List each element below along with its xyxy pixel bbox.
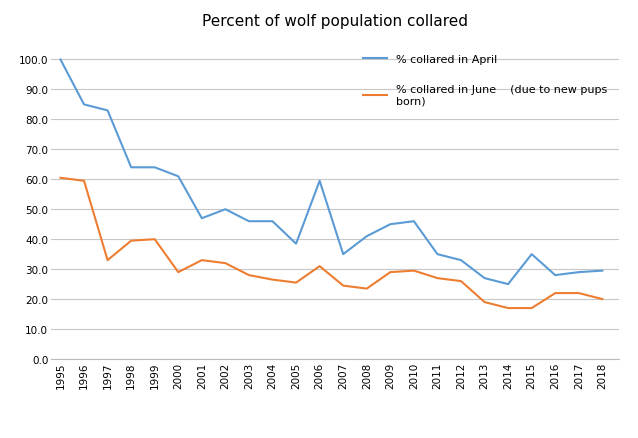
% collared in April [363, 234, 371, 239]
% collared in April [575, 270, 582, 275]
% collared in June    (due to new pups
born) [128, 239, 135, 244]
% collared in June    (due to new pups
born) [316, 264, 323, 269]
% collared in June    (due to new pups
born) [598, 297, 606, 302]
% collared in June    (due to new pups
born) [363, 286, 371, 292]
% collared in April [598, 268, 606, 274]
% collared in April [128, 165, 135, 170]
% collared in April [528, 252, 535, 257]
Legend: % collared in April, % collared in June    (due to new pups
born): % collared in April, % collared in June … [363, 55, 607, 106]
% collared in June    (due to new pups
born) [551, 291, 559, 296]
% collared in June    (due to new pups
born) [104, 258, 112, 263]
% collared in April [174, 174, 182, 180]
% collared in June    (due to new pups
born) [245, 273, 253, 278]
% collared in June    (due to new pups
born) [174, 270, 182, 275]
% collared in June    (due to new pups
born) [292, 280, 300, 286]
% collared in June    (due to new pups
born) [80, 179, 88, 184]
% collared in April [434, 252, 441, 257]
% collared in June    (due to new pups
born) [575, 291, 582, 296]
% collared in April [198, 216, 205, 221]
% collared in June    (due to new pups
born) [528, 306, 535, 311]
% collared in April [269, 219, 276, 224]
% collared in April [457, 258, 465, 263]
% collared in April [481, 276, 489, 281]
% collared in June    (due to new pups
born) [434, 276, 441, 281]
% collared in April [551, 273, 559, 278]
% collared in April [316, 179, 323, 184]
Line: % collared in June    (due to new pups
born): % collared in June (due to new pups born… [61, 178, 602, 308]
% collared in April [57, 58, 64, 63]
Line: % collared in April: % collared in April [61, 60, 602, 284]
% collared in June    (due to new pups
born) [339, 283, 347, 289]
% collared in June    (due to new pups
born) [457, 279, 465, 284]
% collared in June    (due to new pups
born) [481, 300, 489, 305]
% collared in June    (due to new pups
born) [221, 261, 229, 266]
% collared in June    (due to new pups
born) [504, 306, 512, 311]
% collared in April [245, 219, 253, 224]
% collared in April [410, 219, 418, 224]
% collared in April [104, 109, 112, 114]
% collared in June    (due to new pups
born) [269, 277, 276, 283]
% collared in April [151, 165, 158, 170]
% collared in June    (due to new pups
born) [198, 258, 205, 263]
Title: Percent of wolf population collared: Percent of wolf population collared [202, 14, 468, 28]
% collared in June    (due to new pups
born) [387, 270, 394, 275]
% collared in April [80, 102, 88, 108]
% collared in June    (due to new pups
born) [410, 268, 418, 274]
% collared in April [504, 282, 512, 287]
% collared in April [221, 207, 229, 212]
% collared in April [292, 241, 300, 247]
% collared in June    (due to new pups
born) [151, 237, 158, 242]
% collared in June    (due to new pups
born) [57, 176, 64, 181]
% collared in April [387, 222, 394, 227]
% collared in April [339, 252, 347, 257]
